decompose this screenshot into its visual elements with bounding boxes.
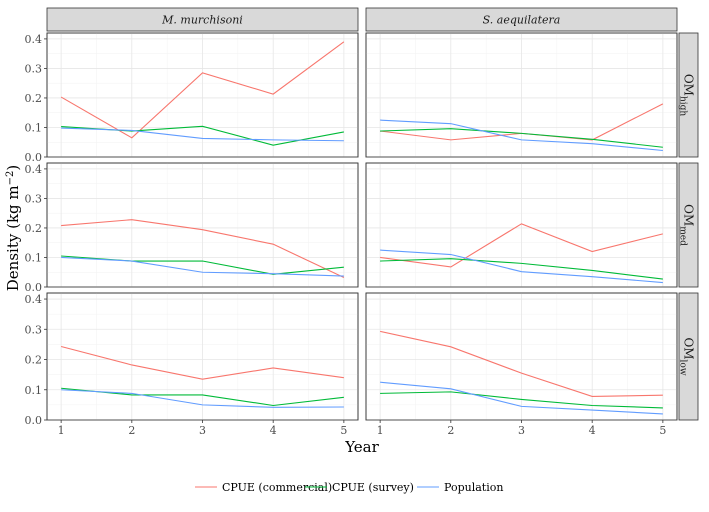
panel-border — [46, 32, 359, 158]
y-axis-title-main: Density (kg m — [4, 185, 22, 291]
strip-background — [365, 7, 678, 32]
legend-item: Population — [417, 481, 503, 494]
legend-label: Population — [444, 481, 503, 494]
series-line-cpue-commercial — [61, 345, 344, 380]
y-tick-label: 0.2 — [25, 354, 43, 367]
y-axis-title-sup: −2 — [5, 171, 16, 186]
series-line-cpue-survey — [380, 258, 663, 280]
panel-r2-c1 — [46, 162, 359, 288]
y-tick-label: 0.2 — [25, 92, 43, 105]
y-tick-label: 0.3 — [25, 192, 43, 205]
x-tick-label: 5 — [659, 424, 666, 437]
x-tick-label: 3 — [199, 424, 206, 437]
x-tick-label: 3 — [518, 424, 525, 437]
series-line-population — [61, 256, 344, 277]
y-tick-label: 0.0 — [25, 414, 43, 427]
series-line-cpue-commercial — [60, 41, 345, 139]
panel-border — [365, 32, 678, 158]
series-line-cpue-commercial — [380, 330, 663, 397]
series-line-population — [380, 249, 663, 284]
y-tick-label: 0.1 — [25, 384, 43, 397]
legend-item: CPUE (survey) — [305, 481, 414, 494]
strip-background — [678, 292, 699, 421]
strip-background — [46, 7, 359, 32]
y-tick-label: 0.0 — [25, 281, 43, 294]
series-line-population — [380, 119, 663, 152]
panel-r1-c1 — [46, 32, 359, 158]
y-axis-title-close: ) — [4, 165, 22, 171]
strip-background — [678, 162, 699, 288]
panel-r2-c2 — [365, 162, 678, 288]
row-strip-3: OMlow — [678, 292, 699, 421]
x-tick-label: 2 — [447, 424, 454, 437]
y-tick-label: 0.2 — [25, 222, 43, 235]
legend-label: CPUE (survey) — [332, 481, 414, 494]
panel-border — [365, 162, 678, 288]
x-tick-label: 2 — [128, 424, 135, 437]
series-line-cpue-survey — [380, 391, 663, 409]
legend: CPUE (commercial) CPUE (survey) Population — [195, 481, 503, 494]
row-strip-label-sub: high — [678, 96, 688, 116]
row-strip-label-base: OM — [682, 204, 696, 226]
row-strip-label: OMlow — [678, 337, 696, 375]
series-line-population — [61, 389, 344, 408]
row-strip-label-sub: med — [678, 226, 688, 246]
panels-layer — [46, 32, 678, 421]
x-tick-label: 4 — [270, 424, 277, 437]
series-line-cpue-commercial — [61, 219, 345, 279]
row-strip-label-base: OM — [682, 74, 696, 96]
row-strip-label: OMhigh — [678, 74, 696, 117]
column-strip-1: M. murchisoni — [46, 7, 359, 32]
x-tick-label: 1 — [377, 424, 384, 437]
legend-label: CPUE (commercial) — [222, 481, 332, 494]
row-strip-label: OMmed — [678, 204, 696, 246]
y-axis-title: Density (kg m−2) — [4, 165, 22, 291]
strips-layer: M. murchisoni S. aequilateraOMhighOMmedOM… — [46, 7, 699, 421]
series-line-cpue-commercial — [380, 223, 663, 268]
x-tick-label: 5 — [340, 424, 347, 437]
column-strip-label: S. aequilatera — [483, 14, 561, 27]
y-tick-label: 0.4 — [25, 163, 43, 176]
strip-background — [678, 32, 699, 158]
y-tick-label: 0.1 — [25, 251, 43, 264]
axes-layer: 0.00.10.20.30.40.00.10.20.30.40.00.10.20… — [25, 33, 667, 437]
y-tick-label: 0.4 — [25, 293, 43, 306]
y-tick-label: 0.1 — [25, 121, 43, 134]
row-strip-label-base: OM — [682, 337, 696, 359]
panel-border — [46, 162, 359, 288]
row-strip-1: OMhigh — [678, 32, 699, 158]
y-tick-label: 0.4 — [25, 33, 43, 46]
x-tick-label: 4 — [589, 424, 596, 437]
y-tick-label: 0.3 — [25, 62, 43, 75]
legend-item: CPUE (commercial) — [195, 481, 332, 494]
series-line-cpue-survey — [380, 128, 663, 148]
panel-r3-c2 — [365, 292, 678, 421]
x-tick-label: 1 — [58, 424, 65, 437]
panel-r3-c1 — [46, 292, 359, 421]
column-strip-label: M. murchisoni — [161, 14, 243, 27]
series-line-population — [61, 127, 344, 142]
row-strip-2: OMmed — [678, 162, 699, 288]
y-tick-label: 0.0 — [25, 151, 43, 164]
y-tick-label: 0.3 — [25, 323, 43, 336]
x-axis-title: Year — [344, 438, 379, 456]
series-line-population — [380, 381, 663, 415]
row-strip-label-sub: low — [678, 360, 688, 376]
column-strip-2: S. aequilatera — [365, 7, 678, 32]
panel-r1-c2 — [365, 32, 678, 158]
